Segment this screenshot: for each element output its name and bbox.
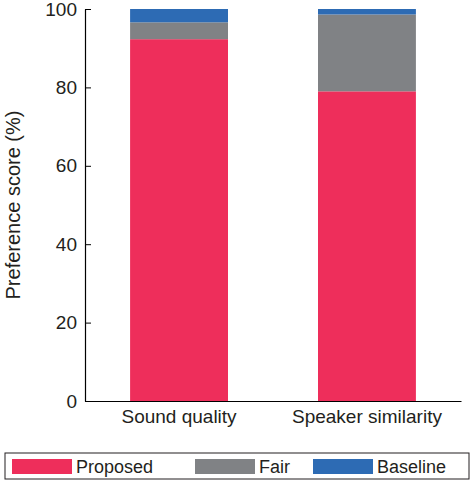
y-tick-label: 0 [66,391,77,412]
legend-label: Fair [259,457,290,477]
x-axis: Sound quality Speaker similarity [86,401,462,427]
bar-segment [130,39,228,401]
y-tick-label: 40 [56,234,77,255]
legend: Proposed Fair Baseline [5,453,469,479]
y-tick: 80 [56,77,91,98]
y-tick: 40 [56,234,91,255]
x-tick-label: Sound quality [121,406,237,427]
y-tick-mark [85,87,91,88]
bar-segment [318,91,416,401]
y-tick: 20 [56,312,91,333]
x-axis-line [86,401,462,402]
legend-swatch [12,459,72,474]
y-axis: 0 20 40 60 80 100 [45,0,91,412]
y-tick-label: 60 [56,155,77,176]
bars [130,9,416,401]
legend-swatch [313,459,373,474]
legend-label: Proposed [76,457,153,477]
bar-segment [130,22,228,39]
y-tick-mark [85,323,91,324]
y-tick-mark [85,166,91,167]
y-tick-mark [85,9,91,10]
bar-segment [318,9,416,14]
x-tick: Speaker similarity [292,401,442,427]
y-tick-label: 80 [56,77,77,98]
y-tick: 100 [45,0,91,20]
legend-label: Baseline [377,457,446,477]
x-tick-label: Speaker similarity [292,406,442,427]
y-tick-label: 100 [45,0,77,20]
y-axis-title: Preference score (%) [2,111,24,300]
y-tick-label: 20 [56,312,77,333]
bar-segment [318,14,416,91]
legend-frame [5,453,469,479]
legend-swatch [195,459,255,474]
y-tick-mark [85,244,91,245]
x-tick: Sound quality [121,401,237,427]
y-tick: 60 [56,155,91,176]
chart: 0 20 40 60 80 100 Sound quality Speaker similar… [0,0,474,486]
y-axis-line [85,10,86,402]
bar-segment [130,9,228,22]
